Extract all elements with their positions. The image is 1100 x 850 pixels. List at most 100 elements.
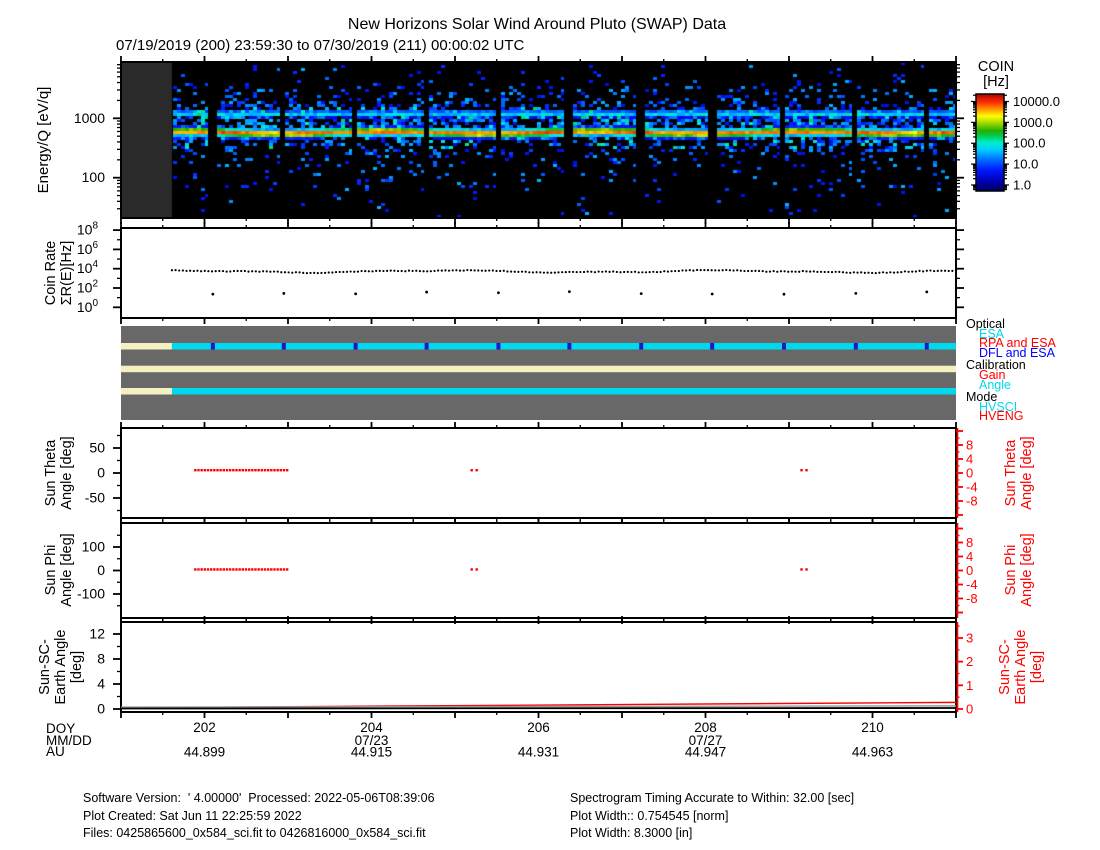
au-label: 44.931 [518, 745, 559, 760]
footer-timing-accuracy: Spectrogram Timing Accurate to Within: 3… [570, 791, 855, 805]
tick-label: -100 [77, 586, 105, 602]
coin-axis: 108 106 104 102 100 [77, 221, 964, 315]
tick-label: 8 [966, 535, 973, 550]
tick-label: 50 [89, 440, 105, 456]
footer-software-version: Software Version: ' 4.00000' Processed: … [83, 791, 435, 805]
status-mark [210, 343, 215, 350]
tick-label: 0 [97, 562, 105, 578]
colorbar-title: COIN [Hz] [965, 60, 1027, 90]
legend-group-label: Calibration [966, 358, 1026, 373]
tick-label: 0 [966, 702, 973, 717]
sun-theta-points [194, 469, 808, 472]
tick-label: 102 [77, 279, 99, 296]
legend-item-dfl-and-esa: DFL and ESA [979, 345, 1055, 360]
tick-label: 3 [966, 630, 973, 645]
tick-label: -4 [966, 480, 978, 495]
legend-item-rpa-and-esa: RPA and ESA [979, 336, 1056, 351]
colorbar-axis: 10000.0 1000.0 100.0 10.0 1.0 [971, 93, 1060, 192]
au-label: 44.947 [685, 745, 726, 760]
footer-plot-width-norm: Plot Width:: 0.754545 [norm] [570, 809, 729, 823]
tick-label: -4 [966, 577, 978, 592]
tick-label: 100 [77, 298, 99, 315]
status-mark [710, 343, 715, 350]
status-segment-mode [171, 388, 956, 395]
doy-label: 210 [861, 720, 884, 735]
tick-label: 0 [97, 701, 105, 717]
footer-files: Files: 0425865600_0x584_sci.fit to 04268… [83, 826, 426, 840]
tick-label: 0 [966, 563, 973, 578]
status-segment-optical [121, 343, 172, 350]
tick-label: 2 [966, 654, 973, 669]
tick-label: 100 [82, 169, 106, 185]
legend-group-optical: Optical ESA RPA and ESA DFL and ESA [966, 317, 1056, 360]
status-mark [424, 343, 429, 350]
colorbar-tick-label: 10.0 [1013, 157, 1038, 172]
status-segment-mode [121, 388, 172, 395]
au-label: 44.899 [184, 745, 225, 760]
tick-label: 8 [966, 438, 973, 453]
colorbar-tick-label: 100.0 [1013, 136, 1046, 151]
status-mark [496, 343, 501, 350]
tick-label: -50 [85, 490, 105, 506]
spectrogram-heatmap [121, 62, 956, 218]
colorbar-gradient [976, 94, 1004, 191]
legend-item-gain: Gain [979, 367, 1006, 382]
doy-label: 206 [527, 720, 550, 735]
status-segment-calibration [121, 365, 956, 373]
au-label: 44.963 [852, 745, 893, 760]
tick-label: 104 [77, 259, 99, 276]
tick-label: -8 [966, 494, 978, 509]
status-segment-optical [171, 343, 956, 350]
x-row-header-au: AU [46, 744, 65, 759]
status-mark [353, 343, 358, 350]
colorbar-title-line1: COIN [977, 59, 1015, 75]
legend-group-label: Mode [966, 390, 998, 405]
status-legend: Optical ESA RPA and ESA DFL and ESA Calibrat… [966, 317, 1056, 424]
x-ticks [120, 56, 957, 718]
au-label: 44.915 [351, 745, 392, 760]
tick-label: 8 [97, 651, 105, 667]
sun-phi-points [194, 568, 808, 571]
colorbar-tick-label: 10000.0 [1013, 94, 1060, 109]
tick-label: 1000 [74, 110, 105, 126]
tick-label: 0 [966, 466, 973, 481]
tick-label: 4 [966, 452, 973, 467]
legend-group-calibration: Calibration Gain Angle [966, 358, 1056, 392]
status-bars [121, 326, 956, 420]
sun-sc-earth-lines [120, 701, 957, 710]
doy-label: 208 [694, 720, 717, 735]
status-mark [639, 343, 644, 350]
legend-group-mode: Mode HVSCI HVENG [966, 390, 1056, 424]
footer-plot-created: Plot Created: Sat Jun 11 22:25:59 2022 [83, 809, 302, 823]
tick-label: 4 [97, 676, 105, 692]
tick-label: 108 [77, 221, 99, 238]
status-mark [781, 343, 786, 350]
tick-label: 4 [966, 549, 973, 564]
plot-subtitle: 07/19/2019 (200) 23:59:30 to 07/30/2019 … [116, 37, 525, 54]
legend-item-hveng: HVENG [979, 409, 1024, 424]
plot-title: New Horizons Solar Wind Around Pluto (SW… [347, 16, 727, 33]
status-mark [853, 343, 858, 350]
colorbar-tick-label: 1000.0 [1013, 115, 1053, 130]
tick-label: 100 [82, 539, 106, 555]
doy-label: 204 [360, 720, 383, 735]
coin-rate-points [170, 268, 958, 296]
tick-label: 12 [89, 626, 105, 642]
status-mark [924, 343, 929, 350]
mmdd-label: 07/27 [689, 733, 723, 748]
legend-group-label: Optical [966, 317, 1005, 331]
tick-label: 106 [77, 240, 99, 257]
x-row-header-mmdd: MM/DD [46, 733, 92, 748]
status-mark [281, 343, 286, 350]
tick-label: 0 [97, 465, 105, 481]
colorbar-title-line2: [Hz] [983, 74, 1009, 90]
doy-label: 202 [193, 720, 216, 735]
legend-item-esa: ESA [979, 326, 1005, 341]
energy-axis: 1000 100 [74, 64, 964, 210]
footer-plot-width-in: Plot Width: 8.3000 [in] [570, 826, 693, 840]
mmdd-label: 07/23 [355, 733, 389, 748]
legend-item-hvsci: HVSCI [979, 399, 1018, 414]
legend-item-angle: Angle [979, 377, 1011, 392]
